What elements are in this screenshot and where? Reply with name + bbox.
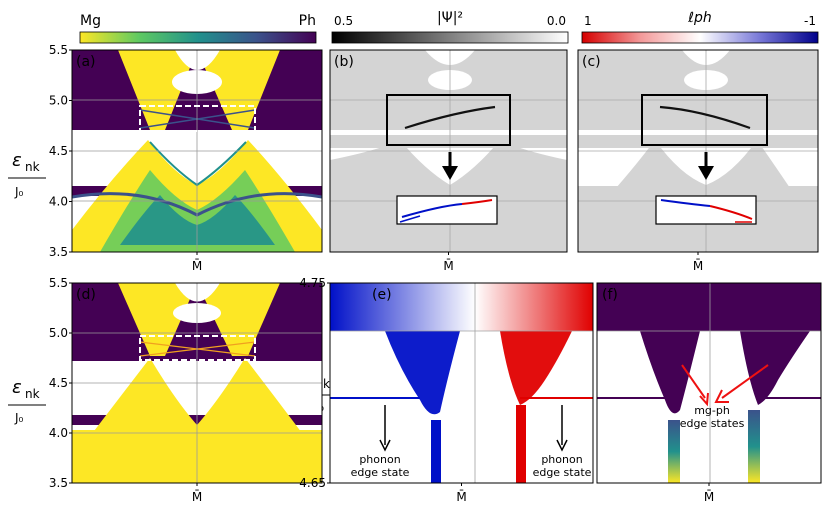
colorbar-left-label: 1 <box>584 14 592 28</box>
y-axis-subscript: nk <box>25 387 40 401</box>
tick-labels: 3.5 4.0 4.5 5.0 5.5 M̄ M̄ M̄ 3.5 4.0 4.5 5.0 5.5 M̄ 4.… <box>49 43 714 504</box>
panel-label: (e) <box>372 287 392 303</box>
x-tick-label: M̄ <box>192 490 202 504</box>
panel-f: (f) mg-ph edge states <box>596 282 822 484</box>
annotation-mgph-2: edge states <box>680 417 745 430</box>
x-tick-label: M̄ <box>704 490 714 504</box>
panel-a: (a) <box>71 49 323 253</box>
annotation-mgph-1: mg-ph <box>694 404 730 417</box>
panel-label: (c) <box>582 54 601 70</box>
panel-label: (d) <box>76 287 96 303</box>
x-tick-label: M̄ <box>443 259 453 273</box>
y-axis-label-bottom: ε nk J₀ <box>8 377 46 425</box>
y-tick-label: 4.5 <box>49 144 68 158</box>
colorbar-right-label: Ph <box>299 13 316 29</box>
y-tick-label: 5.5 <box>49 43 68 57</box>
y-tick-label: 4.5 <box>49 376 68 390</box>
y-tick-label: 3.5 <box>49 476 68 490</box>
y-axis-subscript: nk <box>25 160 40 174</box>
x-tick-label: M̄ <box>693 259 703 273</box>
y-tick-label: 5.0 <box>49 326 68 340</box>
colorbar-gray: 0.5 0.0 |Ψ|² <box>331 10 569 44</box>
y-axis-symbol: ε <box>12 377 22 398</box>
y-tick-label: 3.5 <box>49 245 68 259</box>
y-tick-label: 4.0 <box>49 195 68 209</box>
colorbar-viridis: Mg Ph <box>79 13 317 44</box>
annotation-phonon-right-1: phonon <box>541 453 582 466</box>
colorbar-left-label: 0.5 <box>334 14 353 28</box>
x-tick-label: M̄ <box>192 259 202 273</box>
annotation-phonon-left-1: phonon <box>359 453 400 466</box>
panel-d: (d) <box>71 282 323 484</box>
colorbar-right-label: -1 <box>804 14 816 28</box>
y-axis-label-top: ε nk J₀ <box>8 150 46 199</box>
panel-e: (e) phonon edge state phonon edge state <box>329 282 594 484</box>
y-tick-label: 5.0 <box>49 94 68 108</box>
colorbar-title: |Ψ|² <box>437 10 463 26</box>
y-axis-denominator: J₀ <box>14 185 24 199</box>
annotation-phonon-left-2: edge state <box>351 466 410 479</box>
colorbar-seismic: 1 -1 ℓph <box>581 10 819 44</box>
panel-label: (a) <box>76 54 96 70</box>
colorbar-right-label: 0.0 <box>547 14 566 28</box>
y-tick-label: 5.5 <box>49 276 68 290</box>
y-axis-denominator: J₀ <box>14 411 24 425</box>
colorbar-left-label: Mg <box>80 13 101 29</box>
y-tick-label: 4.0 <box>49 426 68 440</box>
colorbar-title: ℓph <box>687 10 712 26</box>
y-axis-symbol: ε <box>12 150 22 171</box>
x-tick-label: M̄ <box>456 490 466 504</box>
annotation-phonon-right-2: edge state <box>533 466 592 479</box>
panel-label: (b) <box>334 54 354 70</box>
y-tick-label: 4.65 <box>299 476 326 490</box>
panel-label: (f) <box>602 287 618 303</box>
panel-b: (b) <box>329 49 568 253</box>
panel-c: (c) <box>577 49 819 253</box>
y-tick-label: 4.75 <box>299 276 326 290</box>
